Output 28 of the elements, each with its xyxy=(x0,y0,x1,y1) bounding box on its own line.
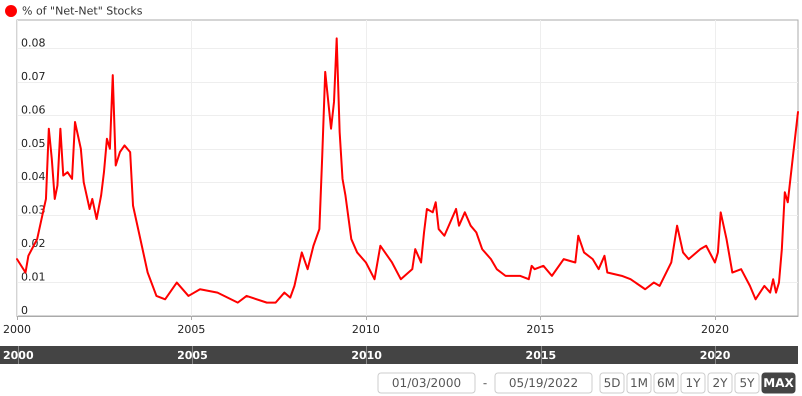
text: 5D xyxy=(604,376,620,390)
text: MAX xyxy=(763,376,794,390)
text: 2020 xyxy=(700,349,730,362)
x-tick-label: 2015 xyxy=(526,323,554,336)
text: 2010 xyxy=(351,349,382,362)
y-tick-label: 0.06 xyxy=(20,103,46,116)
text: 2Y xyxy=(712,376,728,390)
y-tick-label: 0.01 xyxy=(20,270,46,284)
text: - xyxy=(482,376,488,390)
text: 6M xyxy=(657,376,675,390)
text: 2005 xyxy=(177,349,208,362)
x-tick-label: 2000 xyxy=(2,323,31,336)
y-tick-label: 0.07 xyxy=(20,70,46,83)
text: 1M xyxy=(630,376,648,390)
x-tick-label: 2010 xyxy=(352,323,380,336)
y-tick-label: 0 xyxy=(20,304,28,317)
text: 2000 xyxy=(2,349,34,362)
y-tick-label: 0.05 xyxy=(20,136,46,150)
y-tick-label: 0.08 xyxy=(20,36,46,50)
text: 5Y xyxy=(740,376,756,390)
text: 1Y xyxy=(686,376,702,390)
y-tick-label: 0.04 xyxy=(20,170,46,184)
text: 01/03/2000 xyxy=(392,376,462,390)
text: 2015 xyxy=(526,349,556,362)
x-tick-label: 2005 xyxy=(177,323,206,336)
legend-label: % of "Net-Net" Stocks xyxy=(22,4,143,18)
x-tick-label: 2020 xyxy=(700,323,729,336)
text: 05/19/2022 xyxy=(508,376,578,390)
